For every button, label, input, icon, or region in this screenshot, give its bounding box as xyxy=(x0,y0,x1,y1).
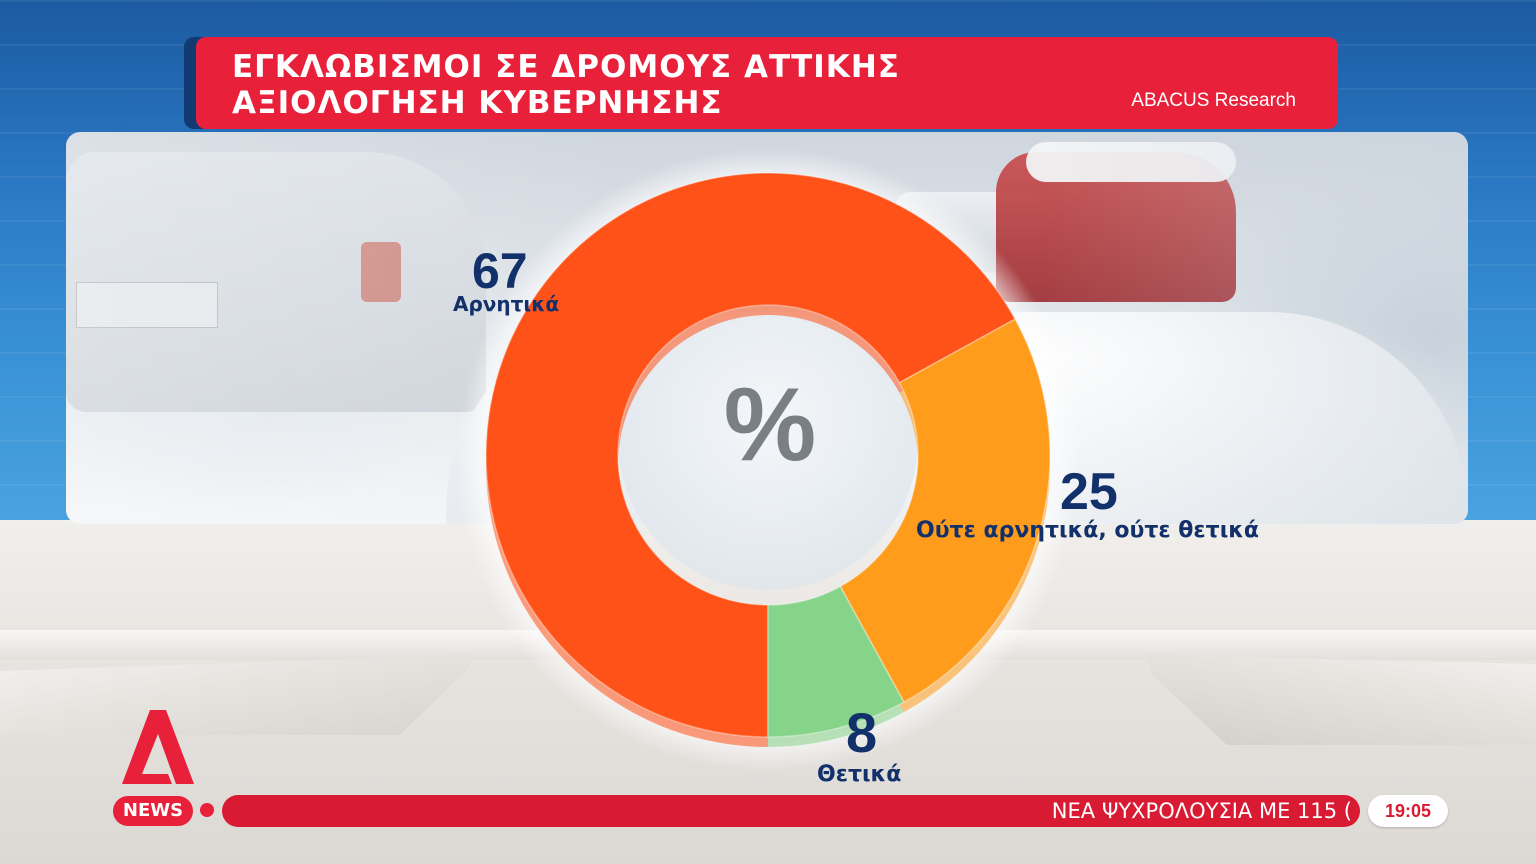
slice-1 xyxy=(839,318,1051,704)
value-negative: 67 xyxy=(472,243,528,299)
slice-0 xyxy=(485,172,1017,738)
ticker-dot xyxy=(200,803,214,817)
label-negative: Αρνητικά xyxy=(453,292,560,316)
ticker-headline: ΝΕΑ ΨΥΧΡΟΛΟΥΣΙΑ ΜΕ 115 ( xyxy=(1051,799,1352,823)
label-positive: Θετικά xyxy=(817,762,902,787)
donut-slices xyxy=(485,172,1051,747)
photo-car-plate xyxy=(76,282,218,328)
percent-symbol: % xyxy=(723,367,817,483)
news-ticker: ΝΕΑ ΨΥΧΡΟΛΟΥΣΙΑ ΜΕ 115 ( xyxy=(222,795,1360,827)
desk-right xyxy=(1150,655,1536,745)
title-line-2: ΑΞΙΟΛΟΓΗΣΗ ΚΥΒΕΡΝΗΣΗΣ xyxy=(232,85,723,121)
photo-car-taillight xyxy=(361,242,401,302)
title-banner: ΕΓΚΛΩΒΙΣΜΟΙ ΣΕ ΔΡΟΜΟΥΣ ΑΤΤΙΚΗΣ ΑΞΙΟΛΟΓΗΣ… xyxy=(196,37,1338,129)
slice-2 xyxy=(767,585,905,738)
chart-hole xyxy=(618,290,918,590)
title-line-1: ΕΓΚΛΩΒΙΣΜΟΙ ΣΕ ΔΡΟΜΟΥΣ ΑΤΤΙΚΗΣ xyxy=(232,49,900,85)
clock: 19:05 xyxy=(1368,795,1448,827)
label-neutral: Ούτε αρνητικά, ούτε θετικά xyxy=(916,518,1260,543)
value-neutral: 25 xyxy=(1060,463,1118,521)
source-label: ABACUS Research xyxy=(1131,90,1296,111)
alpha-logo xyxy=(122,710,194,784)
value-positive: 8 xyxy=(846,701,878,764)
news-badge: NEWS xyxy=(113,796,193,826)
photo-car-red-snow xyxy=(1026,142,1236,182)
